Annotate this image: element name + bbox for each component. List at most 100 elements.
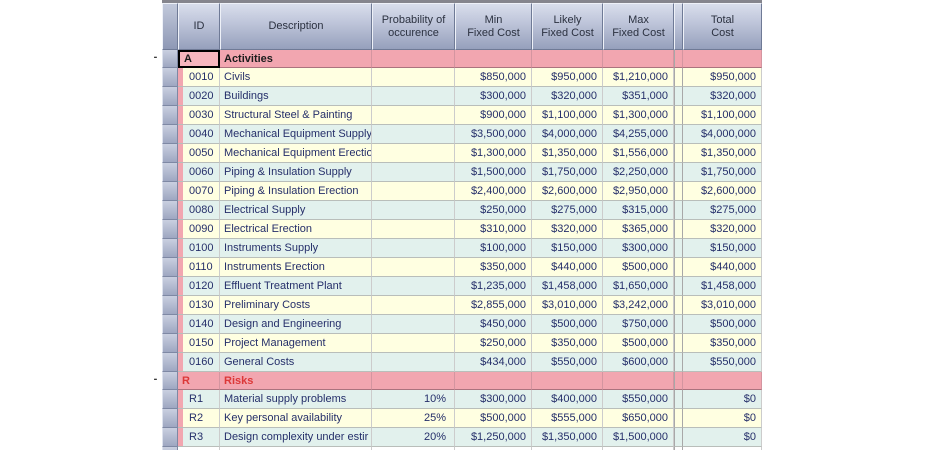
group-min-cell[interactable] [455, 372, 532, 390]
row-min-cell[interactable]: $1,500,000 [455, 163, 532, 182]
row-min-cell[interactable]: $500,000 [455, 409, 532, 428]
row-id-cell[interactable]: 0090 [178, 220, 220, 239]
row-total-cell[interactable]: $2,600,000 [683, 182, 762, 201]
row-likely-cell[interactable]: $950,000 [532, 68, 603, 87]
row-probability-cell[interactable] [372, 87, 455, 106]
row-likely-cell[interactable]: $1,100,000 [532, 106, 603, 125]
row-likely-cell[interactable]: $320,000 [532, 87, 603, 106]
row-min-cell[interactable]: $450,000 [455, 315, 532, 334]
row-probability-cell[interactable] [372, 277, 455, 296]
row-probability-cell[interactable] [372, 182, 455, 201]
row-probability-cell[interactable] [372, 125, 455, 144]
row-id-cell[interactable]: 0120 [178, 277, 220, 296]
row-separator-cell[interactable] [674, 353, 683, 372]
column-header-description[interactable]: Description [220, 3, 372, 50]
row-id-cell[interactable]: 0130 [178, 296, 220, 315]
row-id-cell[interactable]: 0080 [178, 201, 220, 220]
row-min-cell[interactable]: $1,235,000 [455, 277, 532, 296]
row-probability-cell[interactable]: 20% [372, 428, 455, 447]
row-probability-cell[interactable] [372, 334, 455, 353]
row-separator-cell[interactable] [674, 87, 683, 106]
row-gutter-cell[interactable] [162, 201, 178, 220]
group-min-cell[interactable] [455, 50, 532, 68]
row-gutter-cell[interactable] [162, 87, 178, 106]
row-max-cell[interactable]: $750,000 [603, 315, 674, 334]
row-likely-cell[interactable]: $2,600,000 [532, 182, 603, 201]
row-total-cell[interactable]: $1,350,000 [683, 144, 762, 163]
empty-cell[interactable] [178, 447, 220, 450]
row-id-cell[interactable]: 0030 [178, 106, 220, 125]
row-gutter-cell[interactable] [162, 428, 178, 447]
row-id-cell[interactable]: 0110 [178, 258, 220, 277]
row-min-cell[interactable]: $350,000 [455, 258, 532, 277]
row-gutter-cell[interactable] [162, 220, 178, 239]
row-max-cell[interactable]: $600,000 [603, 353, 674, 372]
row-gutter-cell[interactable] [162, 144, 178, 163]
empty-cell[interactable] [372, 447, 455, 450]
group-title-cell[interactable]: Activities [220, 50, 372, 68]
row-description-cell[interactable]: Mechanical Equipment Erectio [220, 144, 372, 163]
row-probability-cell[interactable] [372, 258, 455, 277]
row-description-cell[interactable]: Instruments Erection [220, 258, 372, 277]
row-likely-cell[interactable]: $320,000 [532, 220, 603, 239]
row-likely-cell[interactable]: $3,010,000 [532, 296, 603, 315]
row-probability-cell[interactable] [372, 144, 455, 163]
empty-cell[interactable] [455, 447, 532, 450]
row-description-cell[interactable]: Effluent Treatment Plant [220, 277, 372, 296]
row-id-cell[interactable]: 0140 [178, 315, 220, 334]
row-gutter-cell[interactable] [162, 409, 178, 428]
row-likely-cell[interactable]: $150,000 [532, 239, 603, 258]
group-max-cell[interactable] [603, 50, 674, 68]
row-total-cell[interactable]: $440,000 [683, 258, 762, 277]
group-id-cell[interactable]: R [178, 372, 220, 390]
row-likely-cell[interactable]: $350,000 [532, 334, 603, 353]
row-separator-cell[interactable] [674, 201, 683, 220]
row-separator-cell[interactable] [674, 144, 683, 163]
column-header-probability[interactable]: Probability of occurence [372, 3, 455, 50]
row-total-cell[interactable]: $320,000 [683, 220, 762, 239]
row-separator-cell[interactable] [674, 277, 683, 296]
row-probability-cell[interactable] [372, 68, 455, 87]
row-probability-cell[interactable] [372, 106, 455, 125]
row-separator-cell[interactable] [674, 428, 683, 447]
row-max-cell[interactable]: $1,500,000 [603, 428, 674, 447]
row-description-cell[interactable]: General Costs [220, 353, 372, 372]
row-max-cell[interactable]: $500,000 [603, 334, 674, 353]
row-likely-cell[interactable]: $400,000 [532, 390, 603, 409]
row-max-cell[interactable]: $1,300,000 [603, 106, 674, 125]
row-total-cell[interactable]: $275,000 [683, 201, 762, 220]
row-min-cell[interactable]: $2,400,000 [455, 182, 532, 201]
row-total-cell[interactable]: $1,100,000 [683, 106, 762, 125]
row-min-cell[interactable]: $3,500,000 [455, 125, 532, 144]
row-id-cell[interactable]: 0040 [178, 125, 220, 144]
row-gutter-cell[interactable] [162, 163, 178, 182]
row-min-cell[interactable]: $850,000 [455, 68, 532, 87]
row-total-cell[interactable]: $1,458,000 [683, 277, 762, 296]
row-min-cell[interactable]: $250,000 [455, 334, 532, 353]
row-max-cell[interactable]: $3,242,000 [603, 296, 674, 315]
row-description-cell[interactable]: Electrical Erection [220, 220, 372, 239]
row-total-cell[interactable]: $1,750,000 [683, 163, 762, 182]
row-likely-cell[interactable]: $1,458,000 [532, 277, 603, 296]
row-total-cell[interactable]: $500,000 [683, 315, 762, 334]
row-separator-cell[interactable] [674, 390, 683, 409]
row-min-cell[interactable]: $900,000 [455, 106, 532, 125]
row-description-cell[interactable]: Project Management [220, 334, 372, 353]
row-gutter-cell[interactable] [162, 353, 178, 372]
row-separator-cell[interactable] [674, 409, 683, 428]
row-likely-cell[interactable]: $500,000 [532, 315, 603, 334]
row-max-cell[interactable]: $1,556,000 [603, 144, 674, 163]
row-gutter-cell[interactable] [162, 334, 178, 353]
row-min-cell[interactable]: $300,000 [455, 87, 532, 106]
row-description-cell[interactable]: Material supply problems [220, 390, 372, 409]
row-description-cell[interactable]: Preliminary Costs [220, 296, 372, 315]
row-min-cell[interactable]: $250,000 [455, 201, 532, 220]
row-id-cell[interactable]: 0010 [178, 68, 220, 87]
row-probability-cell[interactable] [372, 239, 455, 258]
row-separator-cell[interactable] [674, 296, 683, 315]
row-min-cell[interactable]: $434,000 [455, 353, 532, 372]
group-likely-cell[interactable] [532, 50, 603, 68]
group-total-cell[interactable] [683, 50, 762, 68]
column-header-min-fixed-cost[interactable]: Min Fixed Cost [455, 3, 532, 50]
row-separator-cell[interactable] [674, 68, 683, 87]
